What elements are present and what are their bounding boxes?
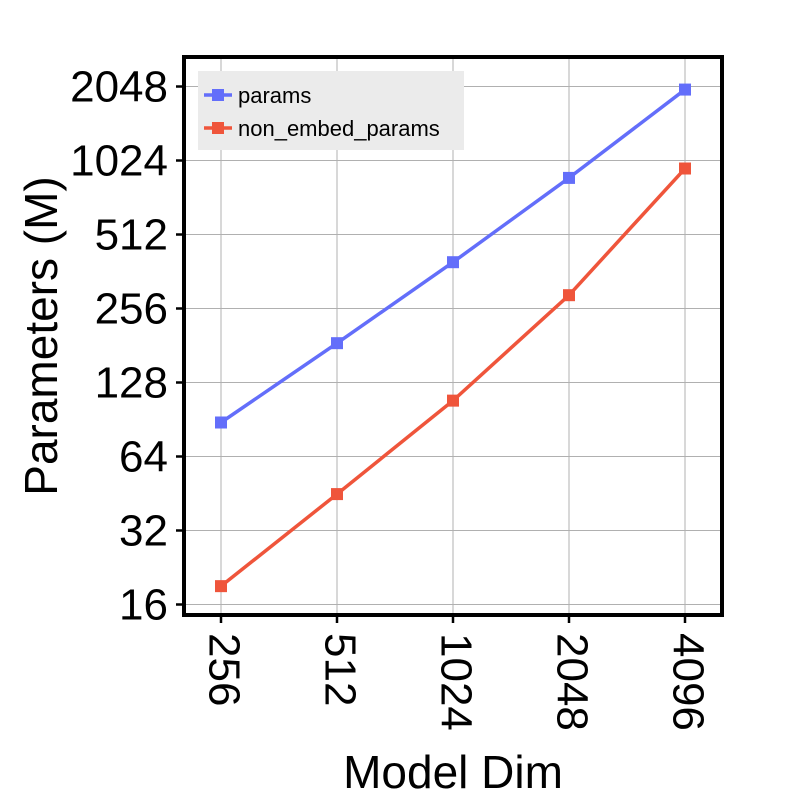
- data-point: [447, 256, 459, 269]
- data-point: [563, 171, 575, 184]
- data-point: [563, 289, 575, 302]
- y-tick-label: 32: [119, 506, 168, 555]
- x-tick-label: 1024: [431, 633, 480, 731]
- x-tick-label: 512: [315, 633, 364, 706]
- y-tick-label: 256: [95, 284, 168, 333]
- series-non-embed-params: [215, 162, 691, 593]
- legend-label: params: [238, 83, 311, 108]
- y-tick-label: 1024: [70, 137, 168, 186]
- legend-item: params: [204, 83, 311, 108]
- y-tick-label: 128: [95, 358, 168, 407]
- data-point: [331, 337, 343, 350]
- y-tick-label: 512: [95, 211, 168, 260]
- data-point: [215, 416, 227, 429]
- x-axis-ticks: 256 512 1024 2048 4096: [199, 615, 712, 731]
- y-axis-ticks: 16 32 64 128 256 512 1024 2048: [70, 63, 184, 629]
- legend-label: non_embed_params: [238, 116, 440, 141]
- x-tick-label: 256: [199, 633, 248, 706]
- series-layer: [215, 83, 691, 593]
- series-params: [215, 83, 691, 429]
- legend-box: [198, 71, 464, 150]
- legend-item: non_embed_params: [204, 116, 440, 141]
- x-axis-title: Model Dim: [343, 746, 563, 798]
- data-point: [331, 488, 343, 501]
- x-tick-label: 4096: [663, 633, 712, 731]
- data-point: [447, 394, 459, 407]
- legend-marker: [212, 122, 224, 134]
- y-tick-label: 2048: [70, 63, 168, 112]
- legend: params non_embed_params: [198, 71, 464, 150]
- y-tick-label: 16: [119, 580, 168, 629]
- y-axis-title: Parameters (M): [15, 176, 67, 495]
- data-point: [679, 83, 691, 96]
- legend-marker: [212, 89, 224, 101]
- data-point: [679, 162, 691, 175]
- data-point: [215, 580, 227, 593]
- y-tick-label: 64: [119, 432, 168, 481]
- x-tick-label: 2048: [547, 633, 596, 731]
